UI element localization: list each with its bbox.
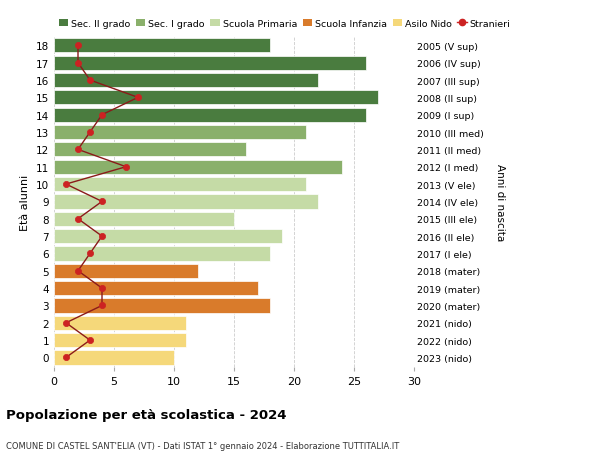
Y-axis label: Età alunni: Età alunni [20, 174, 31, 230]
Bar [54, 230, 282, 244]
Y-axis label: Anni di nascita: Anni di nascita [495, 163, 505, 241]
Bar [54, 247, 270, 261]
Bar [54, 281, 258, 296]
Bar [54, 56, 366, 71]
Bar [54, 212, 234, 226]
Bar [54, 195, 318, 209]
Legend: Sec. II grado, Sec. I grado, Scuola Primaria, Scuola Infanzia, Asilo Nido, Stran: Sec. II grado, Sec. I grado, Scuola Prim… [59, 20, 511, 29]
Bar [54, 39, 270, 53]
Bar [54, 178, 306, 192]
Bar [54, 316, 186, 330]
Bar [54, 74, 318, 88]
Bar [54, 91, 378, 105]
Bar [54, 108, 366, 123]
Bar [54, 351, 174, 365]
Bar [54, 299, 270, 313]
Bar [54, 126, 306, 140]
Text: Popolazione per età scolastica - 2024: Popolazione per età scolastica - 2024 [6, 409, 287, 421]
Text: COMUNE DI CASTEL SANT'ELIA (VT) - Dati ISTAT 1° gennaio 2024 - Elaborazione TUTT: COMUNE DI CASTEL SANT'ELIA (VT) - Dati I… [6, 441, 399, 450]
Bar [54, 160, 342, 174]
Bar [54, 333, 186, 347]
Bar [54, 143, 246, 157]
Bar [54, 264, 198, 278]
